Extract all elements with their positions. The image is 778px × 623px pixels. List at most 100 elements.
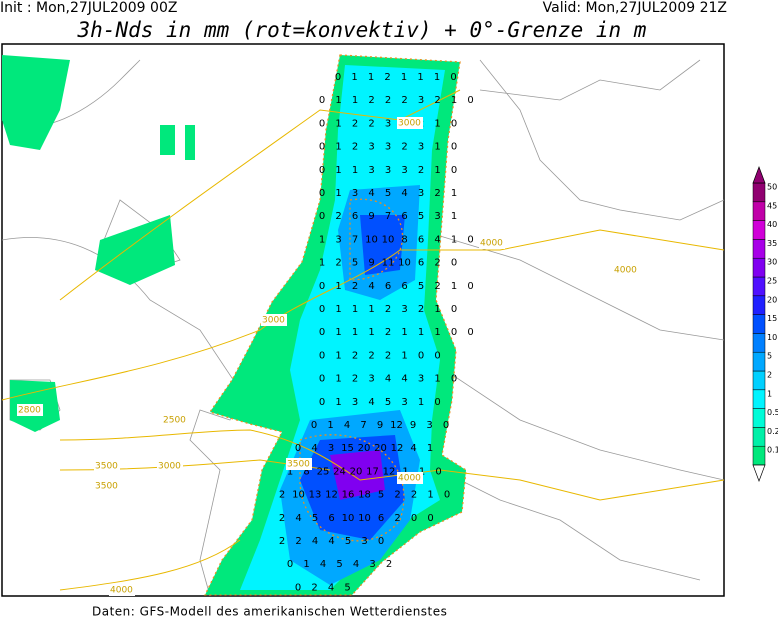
grid-value: 0: [451, 327, 457, 338]
grid-value: 3: [418, 188, 424, 199]
grid-value: 5: [385, 188, 391, 199]
contour-label-box: [17, 404, 43, 416]
contour-label: 4000: [614, 266, 637, 276]
contour-label: 3000: [398, 119, 421, 129]
grid-value: 9: [377, 420, 383, 431]
grid-value: 1: [335, 304, 341, 315]
grid-value: 6: [418, 234, 424, 245]
grid-value: 10: [292, 490, 305, 501]
grid-value: 8: [401, 234, 407, 245]
grid-value: 12: [325, 490, 338, 501]
grid-value: 0: [319, 327, 325, 338]
colorbar-swatch: [752, 427, 766, 447]
grid-value: 6: [401, 211, 407, 222]
grid-value: 2: [279, 536, 285, 547]
grid-value: 6: [418, 258, 424, 269]
grid-value: 3: [368, 142, 374, 153]
grid-value: 2: [434, 188, 440, 199]
grid-value: 5: [345, 536, 351, 547]
grid-value: 4: [368, 397, 374, 408]
grid-value: 4: [368, 188, 374, 199]
grid-value: 2: [352, 350, 358, 361]
grid-value: 1: [335, 142, 341, 153]
grid-value: 2: [401, 142, 407, 153]
grid-value: 2: [384, 72, 390, 83]
grid-value: 0: [467, 327, 473, 338]
grid-value: 4: [401, 188, 407, 199]
colorbar-swatch: [752, 295, 766, 315]
grid-value: 1: [368, 72, 374, 83]
grid-value: 2: [352, 142, 358, 153]
grid-value: 1: [335, 281, 341, 292]
colorbar-label: 45: [767, 201, 777, 210]
colorbar-label: 1: [767, 389, 772, 398]
grid-value: 18: [358, 490, 371, 501]
grid-value: 0: [451, 142, 457, 153]
grid-value: 0: [411, 513, 417, 524]
grid-value: 10: [382, 234, 395, 245]
grid-value: 2: [394, 513, 400, 524]
grid-value: 1: [303, 559, 309, 570]
grid-value: 1: [427, 443, 433, 454]
contour-label: 2800: [18, 406, 41, 416]
contour-label-box: [613, 264, 639, 276]
grid-value: 4: [311, 443, 317, 454]
grid-value: 1: [451, 188, 457, 199]
contour-label: 2500: [163, 416, 186, 426]
colorbar-swatch: [752, 276, 766, 297]
grid-value: 2: [385, 350, 391, 361]
grid-value: 1: [352, 304, 358, 315]
grid-value: 4: [328, 582, 334, 593]
colorbar-label: 10: [767, 333, 777, 342]
grid-value: 0: [295, 582, 301, 593]
grid-value: 3: [352, 188, 358, 199]
grid-value: 0: [427, 513, 433, 524]
grid-value: 0: [434, 397, 440, 408]
colorbar-swatch: [752, 257, 766, 278]
grid-value: 2: [434, 258, 440, 269]
grid-value: 0: [319, 188, 325, 199]
grid-value: 5: [385, 397, 391, 408]
grid-value: 0: [311, 420, 317, 431]
contour-label-box: [397, 472, 423, 484]
grid-value: 1: [352, 327, 358, 338]
colorbar-swatch: [752, 333, 766, 353]
colorbar-label: 40: [767, 220, 777, 229]
grid-value: 3: [418, 95, 424, 106]
grid-value: 9: [368, 211, 374, 222]
grid-value: 1: [451, 281, 457, 292]
grid-value: 3: [328, 443, 334, 454]
grid-value: 13: [309, 490, 322, 501]
grid-value: 1: [434, 304, 440, 315]
grid-value: 1: [401, 72, 407, 83]
grid-value: 0: [467, 234, 473, 245]
grid-value: 1: [427, 490, 433, 501]
grid-value: 1: [418, 397, 424, 408]
grid-value: 0: [319, 304, 325, 315]
grid-value: 3: [418, 374, 424, 385]
grid-value: 4: [410, 443, 416, 454]
grid-value: 3: [369, 559, 375, 570]
grid-value: 1: [327, 420, 333, 431]
grid-value: 1: [287, 466, 293, 477]
colorbar-label: 50: [767, 183, 777, 192]
grid-value: 9: [368, 258, 374, 269]
grid-value: 2: [295, 536, 301, 547]
colorbar-arrow: [752, 166, 766, 184]
grid-value: 17: [366, 466, 379, 477]
grid-value: 0: [434, 350, 440, 361]
grid-value: 1: [335, 165, 341, 176]
grid-value: 12: [390, 420, 403, 431]
grid-value: 4: [328, 536, 334, 547]
grid-value: 1: [402, 466, 408, 477]
grid-value: 5: [418, 281, 424, 292]
colorbar-swatch: [752, 239, 766, 259]
colorbar-swatch: [752, 314, 766, 334]
init-time: Init : Mon,27JUL2009 00Z: [0, 0, 177, 16]
grid-value: 1: [401, 350, 407, 361]
grid-value: 4: [344, 420, 350, 431]
grid-value: 2: [352, 374, 358, 385]
grid-value: 20: [350, 466, 363, 477]
grid-value: 0: [444, 490, 450, 501]
